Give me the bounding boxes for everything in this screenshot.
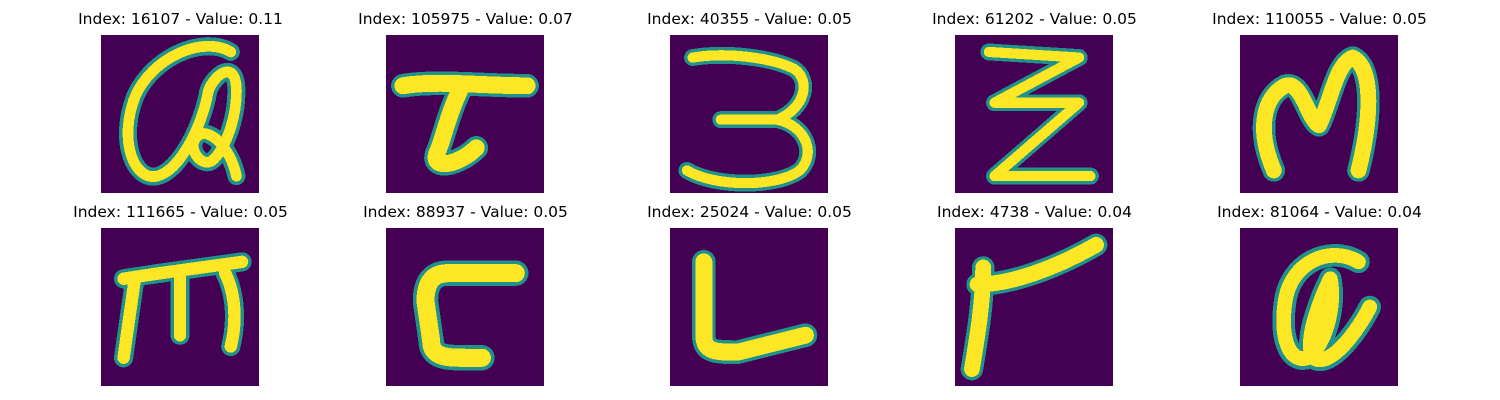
panel-title: Index: 40355 - Value: 0.05 — [647, 10, 852, 28]
handwritten-t-glyph — [386, 35, 544, 193]
panel-title: Index: 111665 - Value: 0.05 — [73, 203, 288, 221]
handwritten-r-glyph — [955, 228, 1113, 386]
panel-title: Index: 16107 - Value: 0.11 — [78, 10, 283, 28]
panel-title: Index: 110055 - Value: 0.05 — [1212, 10, 1427, 28]
handwritten-m-glyph — [1240, 35, 1398, 193]
handwritten-m-glyph — [101, 228, 259, 386]
panel-title: Index: 4738 - Value: 0.04 — [937, 203, 1132, 221]
handwritten-c-glyph — [386, 228, 544, 386]
handwritten-a-glyph — [1240, 228, 1398, 386]
handwritten-3-glyph — [670, 35, 828, 193]
handwritten-z-glyph — [955, 35, 1113, 193]
handwritten-l-glyph — [670, 228, 828, 386]
panel-title: Index: 105975 - Value: 0.07 — [358, 10, 573, 28]
panel-title: Index: 81064 - Value: 0.04 — [1217, 203, 1422, 221]
panel-title: Index: 25024 - Value: 0.05 — [647, 203, 852, 221]
panel-title: Index: 88937 - Value: 0.05 — [363, 203, 568, 221]
panel-title: Index: 61202 - Value: 0.05 — [932, 10, 1137, 28]
handwritten-a-glyph — [101, 35, 259, 193]
